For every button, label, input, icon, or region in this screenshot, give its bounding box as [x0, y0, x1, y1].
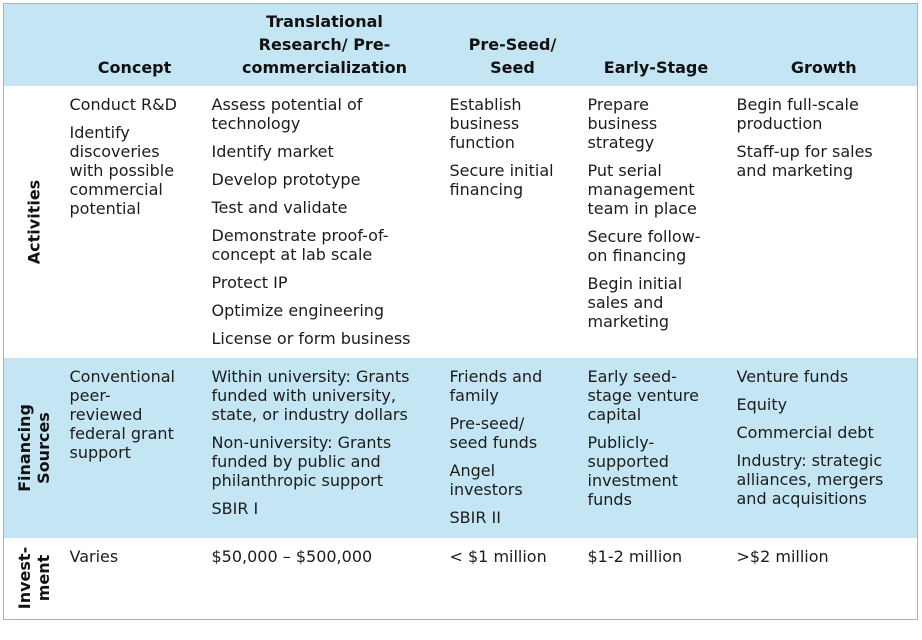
cell-item: < $1 million — [449, 546, 547, 566]
cell-item: Varies — [69, 546, 119, 566]
cell-item: Begin full-scale production — [736, 94, 859, 133]
cell-item: Friends and family — [449, 366, 543, 405]
column-header-earlystage: Early-Stage — [603, 57, 709, 77]
cell-item: Establish business function — [449, 94, 522, 152]
cell-item: License or form business — [211, 328, 411, 348]
cell-item: Put serial management team in place — [587, 160, 697, 218]
row-label: Financing Sources — [14, 403, 53, 492]
table-cell-translational: Assess potential of technology Identify ma… — [206, 86, 444, 358]
table-row: Financing Sources Conventional peer-reviewe… — [3, 357, 918, 538]
cell-item: $50,000 – $500,000 — [211, 546, 373, 566]
table-cell-preseed: < $1 million — [444, 538, 582, 620]
cell-item: Non-university: Grants funded by public a… — [211, 432, 392, 490]
cell-item: Commercial debt — [736, 422, 874, 442]
cell-item: Identify discoveries with possible commerci… — [69, 122, 175, 218]
cell-item: Conventional peer-reviewed federal grant su… — [69, 366, 175, 462]
table-cell-earlystage: $1-2 million — [582, 538, 731, 620]
table-row: Invest-ment Varies $50,000 – $500,000 < $1 … — [3, 537, 918, 620]
cell-item: Angel investors — [449, 460, 523, 499]
cell-item: Venture funds — [736, 366, 849, 386]
cell-item: Equity — [736, 394, 788, 414]
table-cell-translational: $50,000 – $500,000 — [206, 538, 444, 620]
cell-item: Prepare business strategy — [587, 94, 658, 152]
table-cell-growth: Venture funds Equity Commercial debt Indust… — [731, 358, 918, 538]
cell-item: Pre-seed/seed funds — [449, 413, 538, 452]
cell-item: Industry: strategic alliances, mergers and… — [736, 450, 884, 508]
funding-stages-table: Concept Translational Research/ Pre-commer… — [3, 3, 918, 620]
cell-item: Protect IP — [211, 272, 288, 292]
cell-item: Early seed-stage venture capital — [587, 366, 699, 424]
table-cell-translational: Within university: Grants funded with uni… — [206, 358, 444, 538]
cell-item: Optimize engineering — [211, 300, 385, 320]
cell-item: Assess potential of technology — [211, 94, 363, 133]
column-header-concept: Concept — [97, 57, 172, 77]
table-cell-preseed: Establish business function Secure initial f… — [444, 86, 582, 358]
cell-item: Within university: Grants funded with uni… — [211, 366, 410, 424]
header-corner — [4, 4, 64, 86]
cell-item: $1-2 million — [587, 546, 683, 566]
cell-item: Conduct R&D — [69, 94, 177, 114]
table-cell-concept: Varies — [64, 538, 206, 620]
cell-item: >$2 million — [736, 546, 829, 566]
table-cell-growth: Begin full-scale production Staff-up for s… — [731, 86, 918, 358]
cell-item: Staff-up for sales and marketing — [736, 141, 873, 180]
row-label: Invest-ment — [14, 547, 53, 610]
row-label-cell: Financing Sources — [4, 358, 64, 538]
table-cell-concept: Conduct R&D Identify discoveries with possi… — [64, 86, 206, 358]
cell-item: Demonstrate proof-of-concept at lab scal… — [211, 225, 389, 264]
row-label-cell: Activities — [4, 86, 64, 358]
row-label-cell: Invest-ment — [4, 538, 64, 620]
cell-item: SBIR II — [449, 507, 502, 527]
table-row: Activities Conduct R&D Identify discoveries… — [3, 85, 918, 358]
header-row: Concept Translational Research/ Pre-commer… — [3, 3, 918, 86]
column-header-growth: Growth — [790, 57, 857, 77]
cell-item: Secure initial financing — [449, 160, 554, 199]
table-cell-growth: >$2 million — [731, 538, 918, 620]
cell-item: Identify market — [211, 141, 334, 161]
cell-item: Secure follow-on financing — [587, 226, 701, 265]
table-cell-preseed: Friends and family Pre-seed/seed funds Ange… — [444, 358, 582, 538]
column-header-translational: Translational Research/ Pre-commercializa… — [242, 11, 407, 77]
row-label: Activities — [24, 179, 44, 264]
cell-item: Test and validate — [211, 197, 348, 217]
cell-item: Begin initial sales and marketing — [587, 273, 683, 331]
cell-item: Publicly-supported investment funds — [587, 432, 678, 509]
table-cell-concept: Conventional peer-reviewed federal grant su… — [64, 358, 206, 538]
table-cell-earlystage: Prepare business strategy Put serial managem… — [582, 86, 731, 358]
cell-item: SBIR I — [211, 498, 259, 518]
column-header-preseed: Pre-Seed/Seed — [468, 34, 557, 77]
table-cell-earlystage: Early seed-stage venture capital Publicly-… — [582, 358, 731, 538]
table-body: Concept Translational Research/ Pre-commer… — [3, 3, 918, 620]
cell-item: Develop prototype — [211, 169, 361, 189]
